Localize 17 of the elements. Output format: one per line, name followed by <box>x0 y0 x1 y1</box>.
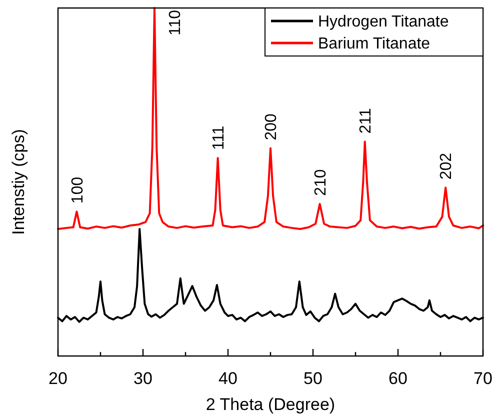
annotation: 100 <box>69 176 86 204</box>
x-tick-label: 60 <box>388 369 408 388</box>
legend-label: Barium Titanate <box>318 36 430 53</box>
annotation: 211 <box>357 108 374 134</box>
x-tick-label: 20 <box>48 369 68 388</box>
x-axis-title: 2 Theta (Degree) <box>206 395 336 414</box>
y-axis-title: Intenstiy (cps) <box>9 129 28 235</box>
annotation: 210 <box>312 169 330 196</box>
annotation: 202 <box>438 152 456 180</box>
annotation: 111 <box>210 126 228 150</box>
x-tick-label: 70 <box>474 369 492 388</box>
x-tick-label: 50 <box>304 369 322 388</box>
annotation: 200 <box>263 113 280 140</box>
x-tick-label: 40 <box>218 369 238 388</box>
annotation: 110 <box>167 10 184 36</box>
x-tick-label: 30 <box>134 369 152 388</box>
legend-label: Hydrogen Titanate <box>318 14 449 31</box>
